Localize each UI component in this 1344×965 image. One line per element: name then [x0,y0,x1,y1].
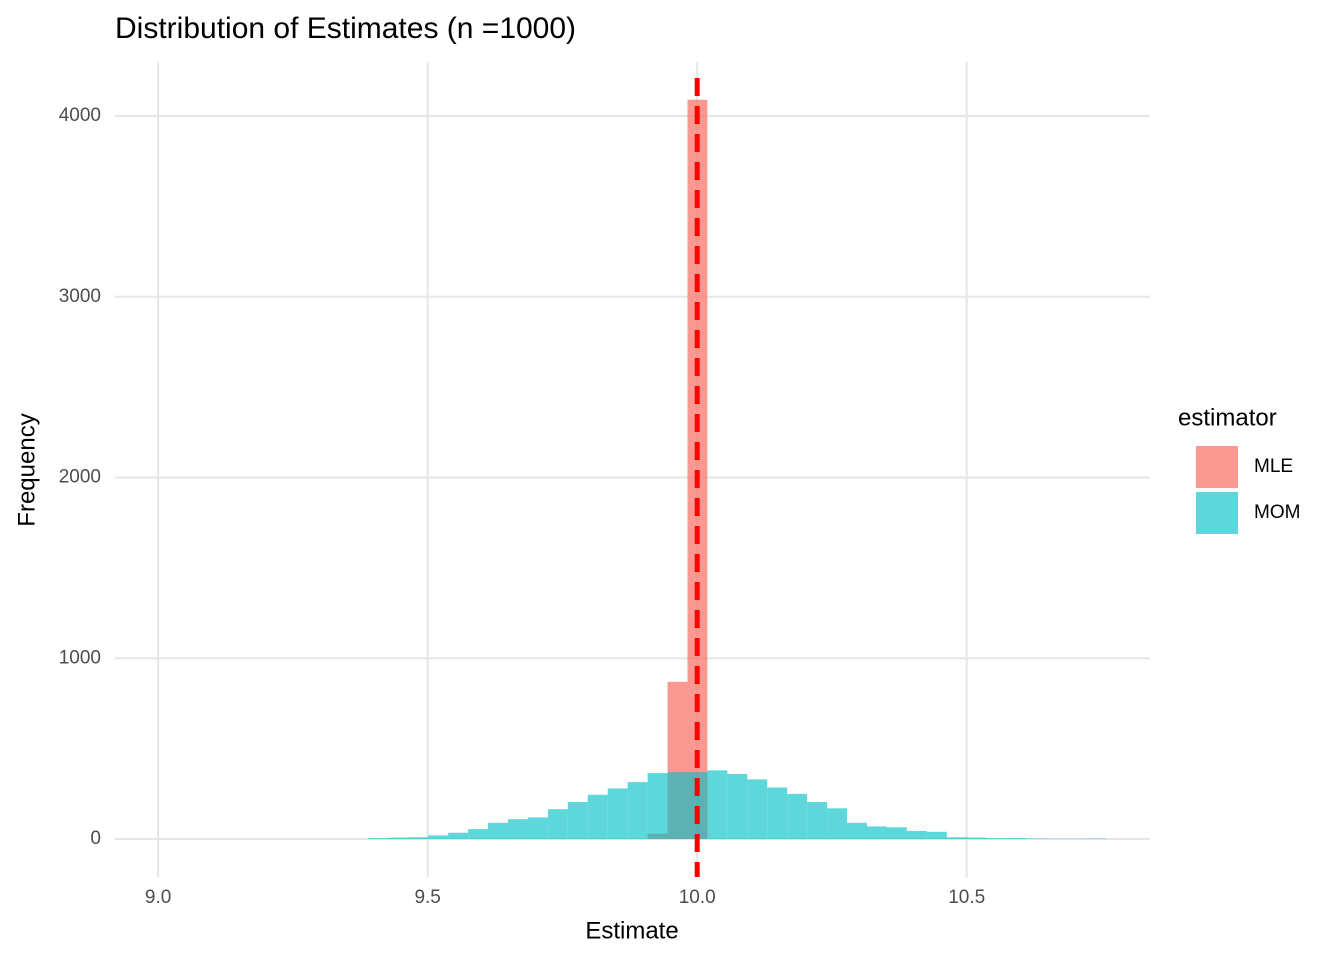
x-tick-label: 10.5 [948,887,985,908]
y-tick-label: 1000 [59,647,101,668]
y-tick-label: 3000 [59,286,101,307]
bar [508,819,528,839]
bar [408,837,428,839]
bar [947,837,967,839]
bar [368,838,388,839]
bar [1027,839,1047,840]
x-tick-label: 9.0 [145,887,171,908]
bar [847,823,867,839]
bar [388,838,408,839]
bar [927,832,947,839]
bar [967,838,987,839]
legend-swatch [1196,492,1238,534]
bar [1007,838,1027,839]
bar [807,802,827,839]
bar [887,827,907,839]
bar [1086,839,1106,840]
bar [727,774,747,839]
bar [767,788,787,840]
bar [907,831,927,839]
y-tick-label: 0 [90,828,101,849]
bar [628,782,648,839]
bar [827,808,847,839]
y-axis-label: Frequency [13,413,40,526]
bar [668,772,688,839]
bar [987,838,1007,839]
bar [648,773,668,839]
bar [588,795,608,839]
bar [528,817,548,839]
bar [428,835,448,839]
x-tick-label: 10.0 [679,887,716,908]
bar [468,829,488,839]
chart-title: Distribution of Estimates (n =1000) [115,12,576,45]
x-tick-label: 9.5 [414,887,440,908]
legend-title: estimator [1178,404,1277,431]
bar [568,802,588,839]
x-axis-label: Estimate [585,917,678,944]
y-tick-label: 4000 [59,105,101,126]
bar [707,770,727,839]
bar [548,809,568,839]
bar [488,823,508,839]
bar [747,779,767,839]
y-tick-label: 2000 [59,467,101,488]
legend-label: MOM [1254,502,1300,523]
legend-label: MLE [1254,456,1293,477]
legend-swatch [1196,446,1238,488]
bar [867,826,887,839]
bar [608,788,628,839]
bar [787,794,807,839]
bar [448,833,468,839]
